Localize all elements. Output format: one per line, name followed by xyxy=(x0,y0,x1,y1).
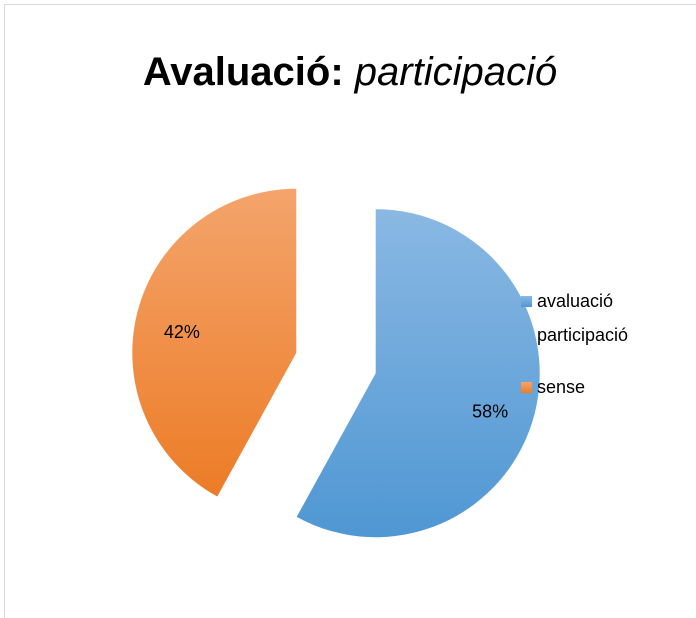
title-italic: participació xyxy=(354,50,557,94)
pie-slice xyxy=(132,188,297,497)
data-label: 42% xyxy=(164,322,200,342)
title-bold: Avaluació: xyxy=(143,50,344,94)
data-label: 58% xyxy=(472,401,508,421)
chart-title: Avaluació: participació xyxy=(143,50,557,94)
legend-swatch xyxy=(521,296,532,307)
legend-swatch xyxy=(521,382,532,393)
legend-label: avaluació participació xyxy=(537,291,628,345)
pie-slice xyxy=(296,209,540,538)
legend-label: sense xyxy=(537,377,585,397)
